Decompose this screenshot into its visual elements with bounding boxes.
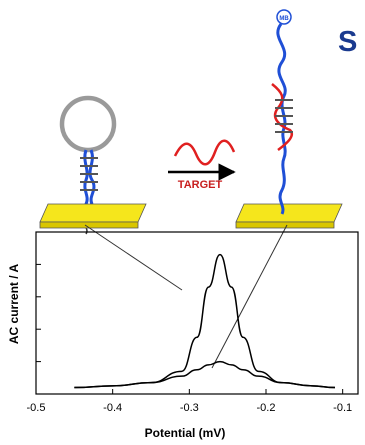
peak-curve-unbound (74, 253, 336, 389)
x-tick-label: -0.3 (180, 402, 199, 414)
y-axis-label: AC current / A (7, 264, 21, 345)
peak-curve-bound (74, 360, 336, 389)
plot-frame (35, 231, 359, 395)
electrode-right (235, 203, 343, 229)
y-axis-ticks (36, 231, 41, 395)
reporter-label-right: MB (279, 16, 289, 22)
probe-stem-strand-2 (88, 149, 96, 205)
dna-helix-left (80, 157, 98, 191)
connector-left (84, 224, 183, 291)
x-tick-label: -0.5 (27, 402, 46, 414)
probe-strand-right (276, 23, 287, 215)
connector-right (211, 224, 288, 369)
target-strand (173, 139, 236, 166)
probe-loop (59, 95, 117, 153)
x-tick-label: -0.1 (333, 402, 352, 414)
target-strand-bound (271, 83, 294, 151)
x-tick-label: -0.2 (257, 402, 276, 414)
hybridized-probe: MB (271, 9, 294, 215)
curves (74, 253, 336, 389)
x-axis-ticks: -0.5 -0.4 -0.3 -0.2 -0.1 (27, 389, 352, 414)
arrow-label: TARGET (178, 179, 223, 191)
electrode-left (39, 203, 147, 229)
x-axis-label: Potential (mV) (145, 426, 226, 440)
methylene-blue-reporter-right (276, 9, 292, 25)
dna-helix-right (275, 99, 293, 133)
x-tick-label: -0.4 (103, 402, 122, 414)
voltammogram: -0.5 -0.4 -0.3 -0.2 -0.1 Potential (mV) AC c… (7, 231, 359, 440)
heading-letter: S (338, 26, 358, 58)
